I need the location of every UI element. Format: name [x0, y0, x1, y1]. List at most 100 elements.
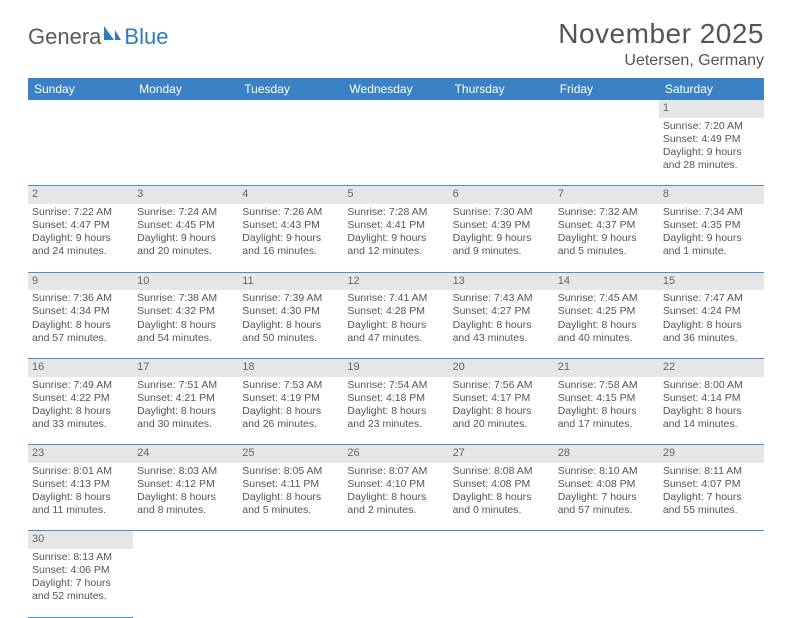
day-number — [133, 100, 238, 118]
day-number: 5 — [343, 186, 448, 204]
daylight-text-2: and 33 minutes. — [32, 418, 129, 431]
sunrise-text: Sunrise: 7:34 AM — [663, 206, 760, 219]
day-number: 27 — [449, 445, 554, 463]
daylight-text-2: and 23 minutes. — [347, 418, 444, 431]
daylight-text-1: Daylight: 8 hours — [242, 405, 339, 418]
day-number — [659, 531, 764, 549]
daylight-text-2: and 5 minutes. — [558, 245, 655, 258]
sail-icon — [102, 22, 122, 48]
daynum-row: 30 — [28, 531, 764, 549]
sunset-text: Sunset: 4:41 PM — [347, 219, 444, 232]
day-cell: Sunrise: 7:34 AMSunset: 4:35 PMDaylight:… — [659, 204, 764, 272]
day-number: 15 — [659, 272, 764, 290]
daylight-text-1: Daylight: 9 hours — [137, 232, 234, 245]
daylight-text-1: Daylight: 8 hours — [137, 319, 234, 332]
day-number — [554, 100, 659, 118]
day-cell — [554, 549, 659, 617]
sunrise-text: Sunrise: 7:38 AM — [137, 292, 234, 305]
daynum-row: 9101112131415 — [28, 272, 764, 290]
weekday-header-row: Sunday Monday Tuesday Wednesday Thursday… — [28, 78, 764, 100]
week-row: Sunrise: 7:20 AMSunset: 4:49 PMDaylight:… — [28, 118, 764, 186]
daylight-text-1: Daylight: 9 hours — [453, 232, 550, 245]
daylight-text-1: Daylight: 8 hours — [32, 491, 129, 504]
sunset-text: Sunset: 4:49 PM — [663, 133, 760, 146]
weekday-header: Thursday — [449, 78, 554, 100]
day-cell — [133, 118, 238, 186]
sunrise-text: Sunrise: 7:28 AM — [347, 206, 444, 219]
day-cell: Sunrise: 7:36 AMSunset: 4:34 PMDaylight:… — [28, 290, 133, 358]
page-title: November 2025 — [558, 18, 764, 50]
daylight-text-1: Daylight: 8 hours — [242, 491, 339, 504]
sunset-text: Sunset: 4:35 PM — [663, 219, 760, 232]
day-number: 10 — [133, 272, 238, 290]
day-number: 12 — [343, 272, 448, 290]
daylight-text-2: and 26 minutes. — [242, 418, 339, 431]
day-cell — [238, 549, 343, 617]
day-cell: Sunrise: 7:49 AMSunset: 4:22 PMDaylight:… — [28, 377, 133, 445]
day-cell: Sunrise: 8:10 AMSunset: 4:08 PMDaylight:… — [554, 463, 659, 531]
daylight-text-1: Daylight: 8 hours — [453, 405, 550, 418]
day-cell: Sunrise: 8:01 AMSunset: 4:13 PMDaylight:… — [28, 463, 133, 531]
sunrise-text: Sunrise: 8:01 AM — [32, 465, 129, 478]
header: GeneraBlue November 2025 Uetersen, Germa… — [28, 18, 764, 70]
daylight-text-1: Daylight: 9 hours — [663, 146, 760, 159]
daylight-text-2: and 55 minutes. — [663, 504, 760, 517]
day-cell: Sunrise: 7:30 AMSunset: 4:39 PMDaylight:… — [449, 204, 554, 272]
sunrise-text: Sunrise: 7:41 AM — [347, 292, 444, 305]
daylight-text-2: and 9 minutes. — [453, 245, 550, 258]
day-number: 11 — [238, 272, 343, 290]
day-number — [238, 100, 343, 118]
day-cell: Sunrise: 7:28 AMSunset: 4:41 PMDaylight:… — [343, 204, 448, 272]
day-cell — [449, 118, 554, 186]
daylight-text-2: and 0 minutes. — [453, 504, 550, 517]
sunrise-text: Sunrise: 7:20 AM — [663, 120, 760, 133]
day-cell — [449, 549, 554, 617]
daynum-row: 23242526272829 — [28, 445, 764, 463]
day-cell: Sunrise: 7:41 AMSunset: 4:28 PMDaylight:… — [343, 290, 448, 358]
sunset-text: Sunset: 4:15 PM — [558, 392, 655, 405]
sunrise-text: Sunrise: 7:32 AM — [558, 206, 655, 219]
daylight-text-2: and 8 minutes. — [137, 504, 234, 517]
sunrise-text: Sunrise: 7:51 AM — [137, 379, 234, 392]
day-cell: Sunrise: 8:03 AMSunset: 4:12 PMDaylight:… — [133, 463, 238, 531]
day-number — [28, 100, 133, 118]
location: Uetersen, Germany — [558, 52, 764, 70]
daylight-text-1: Daylight: 9 hours — [347, 232, 444, 245]
daylight-text-2: and 43 minutes. — [453, 332, 550, 345]
sunrise-text: Sunrise: 7:26 AM — [242, 206, 339, 219]
day-number: 1 — [659, 100, 764, 118]
day-number — [554, 531, 659, 549]
day-cell — [238, 118, 343, 186]
sunset-text: Sunset: 4:32 PM — [137, 305, 234, 318]
day-number: 16 — [28, 358, 133, 376]
day-number: 24 — [133, 445, 238, 463]
daynum-row: 1 — [28, 100, 764, 118]
day-number: 13 — [449, 272, 554, 290]
day-cell: Sunrise: 8:08 AMSunset: 4:08 PMDaylight:… — [449, 463, 554, 531]
day-cell: Sunrise: 7:54 AMSunset: 4:18 PMDaylight:… — [343, 377, 448, 445]
week-row: Sunrise: 8:13 AMSunset: 4:06 PMDaylight:… — [28, 549, 764, 617]
day-number: 29 — [659, 445, 764, 463]
day-cell: Sunrise: 7:45 AMSunset: 4:25 PMDaylight:… — [554, 290, 659, 358]
day-cell: Sunrise: 8:07 AMSunset: 4:10 PMDaylight:… — [343, 463, 448, 531]
sunrise-text: Sunrise: 7:47 AM — [663, 292, 760, 305]
sunset-text: Sunset: 4:47 PM — [32, 219, 129, 232]
daylight-text-1: Daylight: 7 hours — [32, 577, 129, 590]
day-number: 19 — [343, 358, 448, 376]
weekday-header: Friday — [554, 78, 659, 100]
day-cell — [28, 118, 133, 186]
sunrise-text: Sunrise: 8:08 AM — [453, 465, 550, 478]
day-cell: Sunrise: 7:56 AMSunset: 4:17 PMDaylight:… — [449, 377, 554, 445]
day-cell: Sunrise: 7:26 AMSunset: 4:43 PMDaylight:… — [238, 204, 343, 272]
sunset-text: Sunset: 4:28 PM — [347, 305, 444, 318]
logo-text-2: Blue — [124, 24, 168, 50]
sunset-text: Sunset: 4:25 PM — [558, 305, 655, 318]
day-number — [238, 531, 343, 549]
day-number: 7 — [554, 186, 659, 204]
day-number: 22 — [659, 358, 764, 376]
sunset-text: Sunset: 4:11 PM — [242, 478, 339, 491]
day-cell: Sunrise: 8:00 AMSunset: 4:14 PMDaylight:… — [659, 377, 764, 445]
daylight-text-1: Daylight: 9 hours — [663, 232, 760, 245]
sunset-text: Sunset: 4:12 PM — [137, 478, 234, 491]
day-cell — [659, 549, 764, 617]
